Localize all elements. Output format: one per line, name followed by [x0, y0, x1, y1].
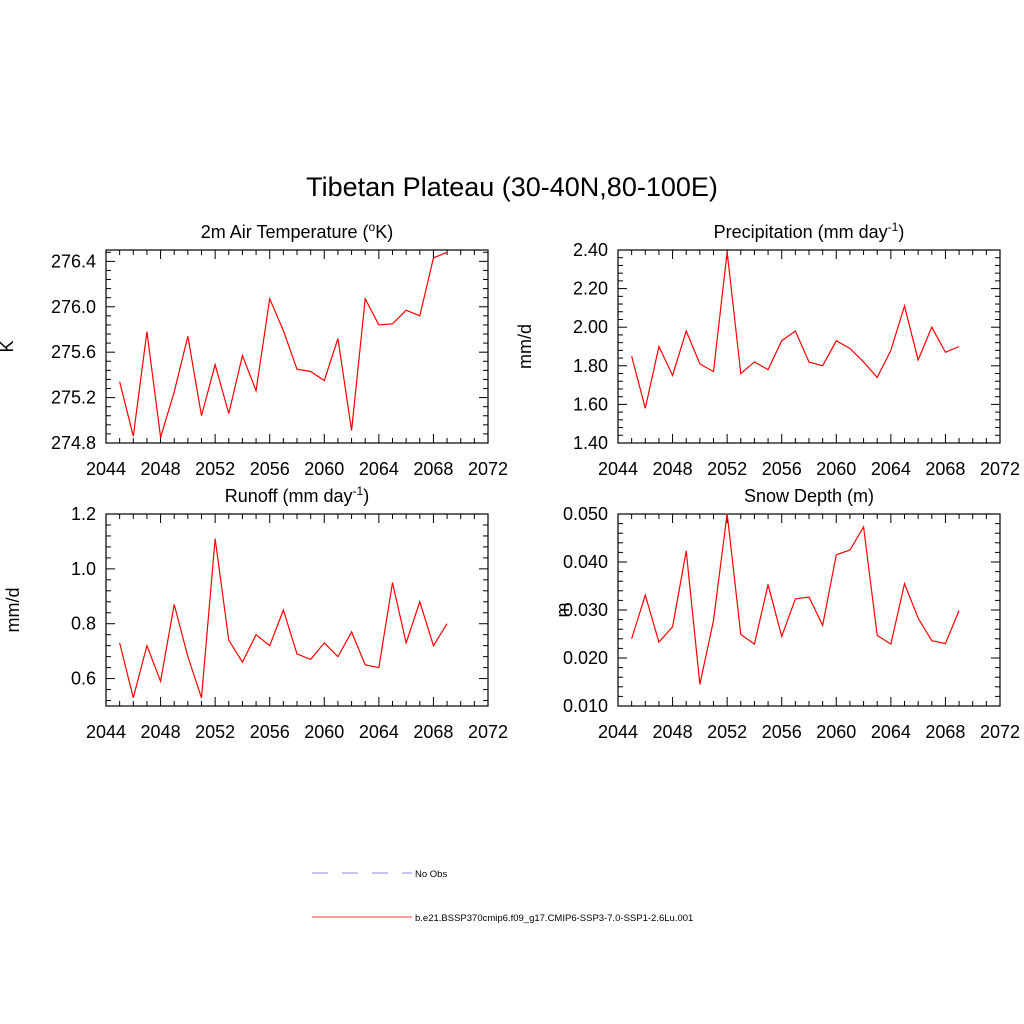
x-tick-label: 2068 [413, 722, 453, 742]
chart-panel-2: Precipitation (mm day-1) mm/d 2044 2048 2052… [515, 220, 1020, 479]
plot-frame [105, 513, 489, 707]
y-tick-label: 0.040 [563, 552, 608, 572]
x-tick-label: 2064 [359, 459, 399, 479]
y-tick-label: 1.60 [573, 394, 608, 414]
series-line [119, 538, 448, 698]
y-axis-label: m [553, 603, 573, 618]
x-tick-label: 2064 [871, 722, 911, 742]
x-tick-label: 2052 [195, 722, 235, 742]
x-tick-label: 2048 [141, 459, 181, 479]
x-tick-label: 2044 [598, 722, 638, 742]
x-tick-label: 2048 [653, 459, 693, 479]
y-tick-label: 274.8 [51, 433, 96, 453]
x-tick-label: 2048 [653, 722, 693, 742]
x-tick-label: 2072 [980, 722, 1020, 742]
y-tick-label: 2.00 [573, 317, 608, 337]
legend-label-1: No Obs [415, 869, 447, 880]
legend: No Obs b.e21.BSSP370cmip6.f09_g17.CMIP6-S… [312, 869, 693, 924]
x-tick-label: 2056 [762, 722, 802, 742]
panels-container: 2m Air Temperature (oK) K 2044 2048 2052 2056… [0, 220, 1020, 742]
x-tick-label: 2060 [304, 722, 344, 742]
y-tick-label: 276.0 [51, 297, 96, 317]
y-tick-label: 275.2 [51, 388, 96, 408]
y-tick-label: 1.2 [71, 504, 96, 524]
series-line [631, 513, 960, 685]
y-tick-label: 0.8 [71, 614, 96, 634]
y-tick-label: 1.80 [573, 356, 608, 376]
x-tick-label: 2052 [707, 459, 747, 479]
y-tick-label: 2.20 [573, 279, 608, 299]
x-tick-label: 2044 [86, 722, 126, 742]
y-tick-label: 0.010 [563, 696, 608, 716]
x-tick-label: 2052 [195, 459, 235, 479]
chart-panel-3: Runoff (mm day-1) mm/d 2044 2048 2052 2056 206… [3, 484, 508, 742]
plot-frame [105, 249, 489, 444]
x-tick-label: 2068 [925, 459, 965, 479]
x-tick-label: 2056 [762, 459, 802, 479]
y-tick-label: 0.030 [563, 600, 608, 620]
y-tick-label: 0.6 [71, 669, 96, 689]
panel-title: 2m Air Temperature (oK) [201, 220, 393, 242]
y-axis-label: mm/d [3, 588, 23, 633]
x-tick-label: 2056 [250, 459, 290, 479]
y-tick-label: 1.0 [71, 559, 96, 579]
x-tick-label: 2048 [141, 722, 181, 742]
y-tick-label: 1.40 [573, 433, 608, 453]
x-tick-label: 2072 [468, 722, 508, 742]
x-tick-label: 2060 [816, 722, 856, 742]
x-tick-label: 2056 [250, 722, 290, 742]
x-tick-label: 2068 [925, 722, 965, 742]
y-axis-label: mm/d [515, 324, 535, 369]
x-tick-label: 2044 [598, 459, 638, 479]
x-tick-label: 2072 [980, 459, 1020, 479]
chart-panel-4: Snow Depth (m) m 2044 2048 2052 2056 2060 2064 2… [553, 486, 1020, 742]
figure-title: Tibetan Plateau (30-40N,80-100E) [306, 172, 718, 202]
y-tick-label: 276.4 [51, 251, 96, 271]
panel-title: Precipitation (mm day-1) [714, 220, 905, 242]
y-tick-label: 0.020 [563, 648, 608, 668]
x-tick-label: 2044 [86, 459, 126, 479]
y-axis-label: K [0, 340, 17, 352]
x-tick-label: 2068 [413, 459, 453, 479]
panel-title: Snow Depth (m) [744, 486, 874, 506]
chart-panel-1: 2m Air Temperature (oK) K 2044 2048 2052 2056… [0, 220, 508, 479]
y-tick-label: 2.40 [573, 240, 608, 260]
panel-title: Runoff (mm day-1) [225, 484, 369, 506]
x-tick-label: 2052 [707, 722, 747, 742]
y-tick-label: 0.050 [563, 504, 608, 524]
x-tick-label: 2072 [468, 459, 508, 479]
y-tick-label: 275.6 [51, 342, 96, 362]
x-tick-label: 2064 [359, 722, 399, 742]
legend-label-2: b.e21.BSSP370cmip6.f09_g17.CMIP6-SSP3-7.… [415, 913, 693, 924]
x-tick-label: 2064 [871, 459, 911, 479]
x-tick-label: 2060 [816, 459, 856, 479]
x-tick-label: 2060 [304, 459, 344, 479]
series-line [631, 251, 960, 409]
series-line [119, 251, 448, 438]
